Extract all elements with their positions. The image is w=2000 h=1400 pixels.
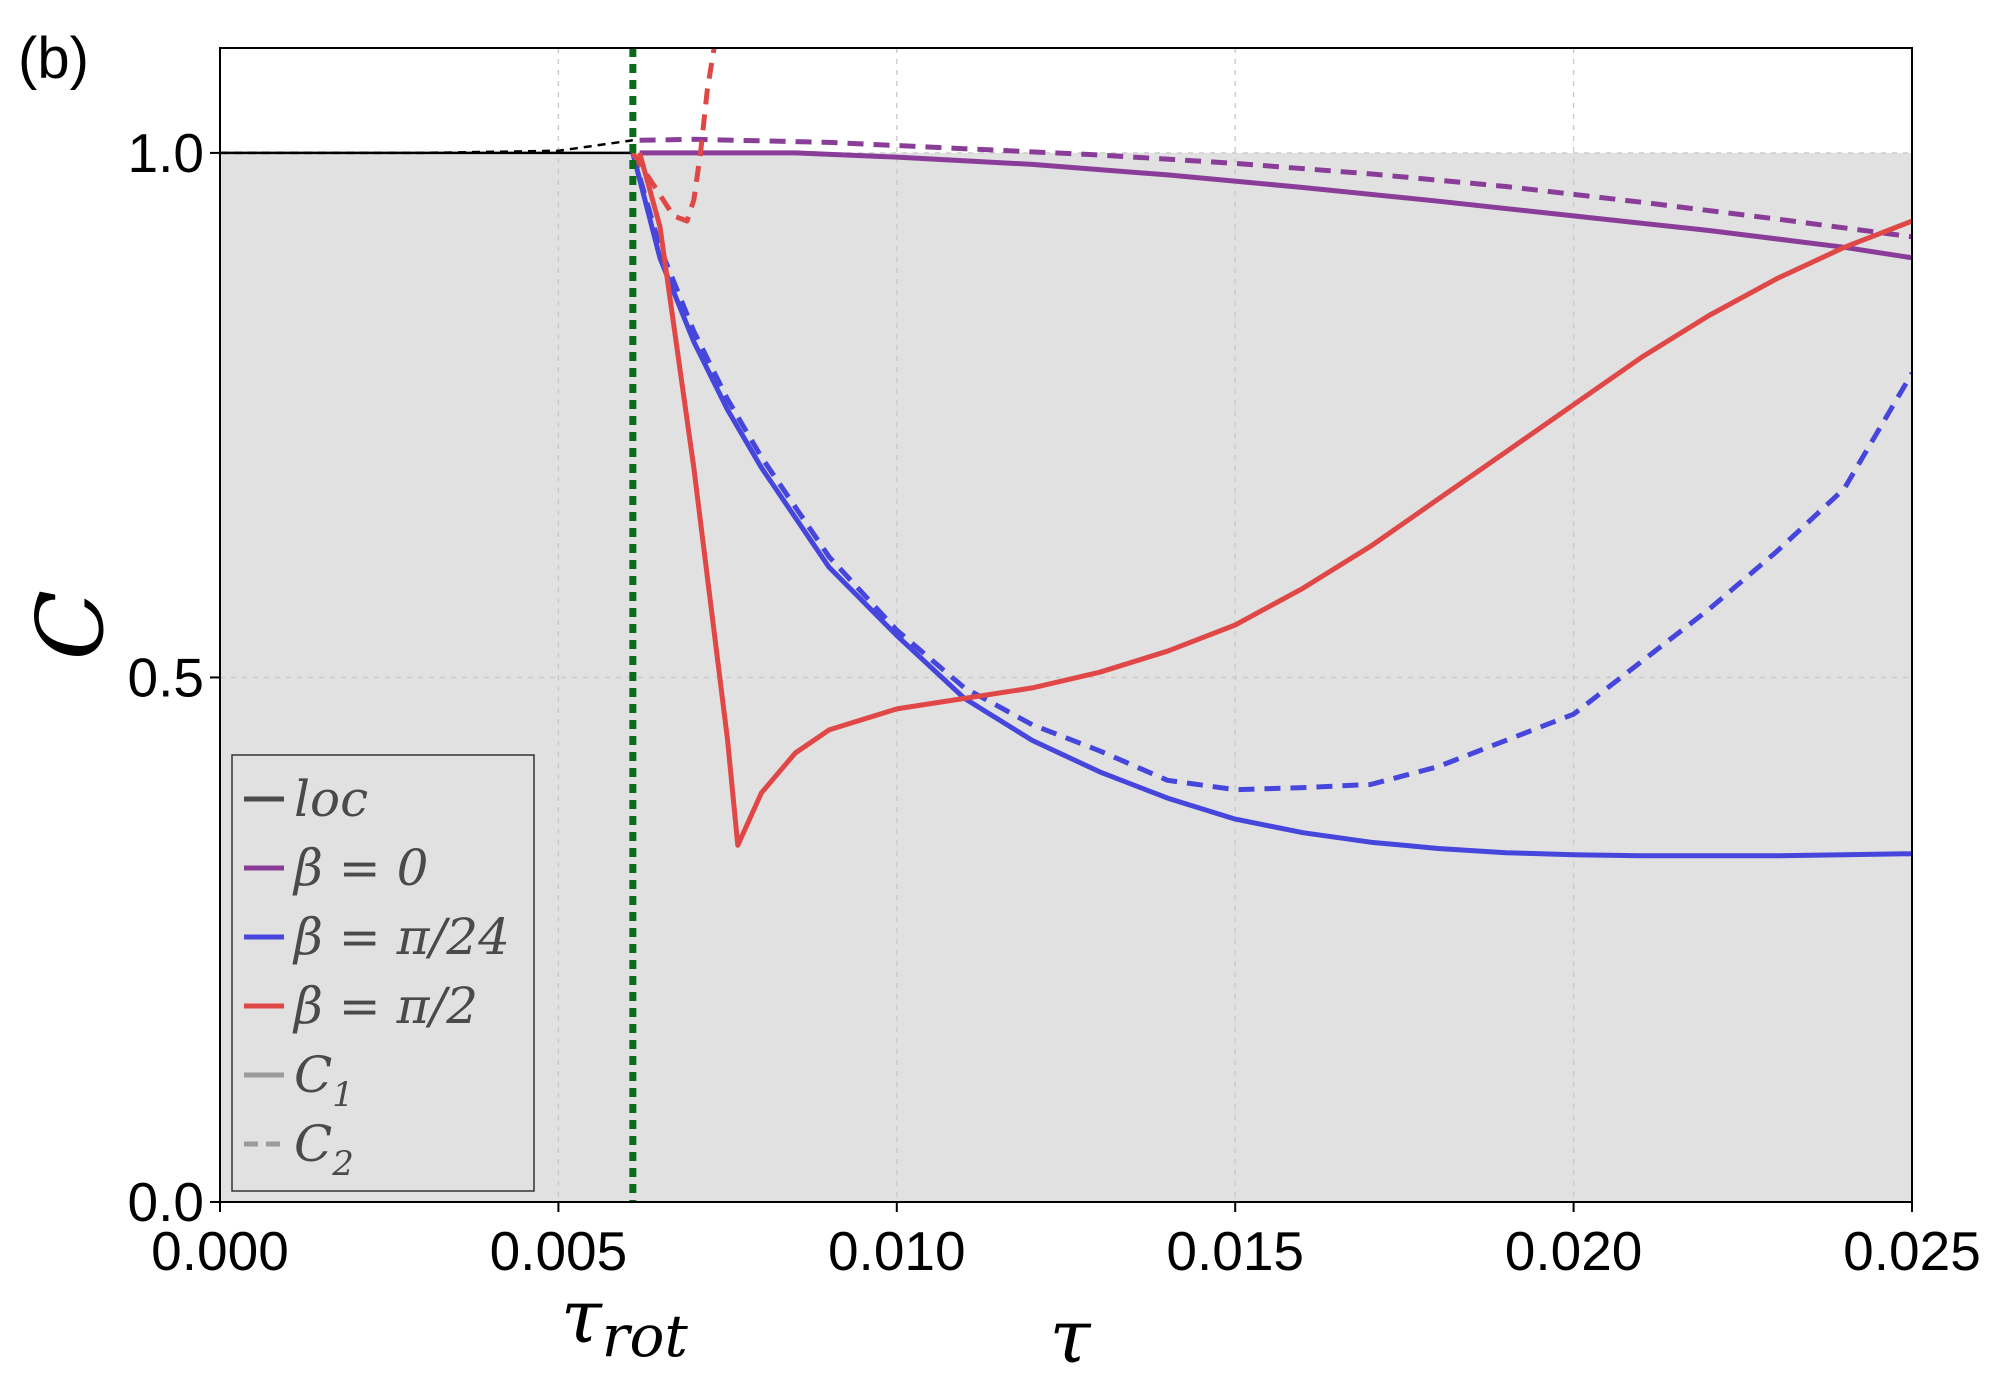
y-tick-label: 0.0 <box>128 1171 204 1233</box>
y-axis-label: C <box>17 590 124 660</box>
legend-label: C1 <box>294 1046 354 1115</box>
series-line <box>630 152 1912 859</box>
legend-label-base: C <box>294 1115 332 1173</box>
y-tick-label: 1.0 <box>128 122 204 184</box>
legend-label-sub: 2 <box>331 1144 354 1184</box>
plot-lines <box>220 48 1912 859</box>
tau-rot-label-sub: rot <box>602 1302 689 1370</box>
tau-rot-label-base: τ <box>561 1274 603 1360</box>
tau-rot-label: τrot <box>561 1274 689 1370</box>
legend-label: C2 <box>294 1115 354 1184</box>
legend-label: β = 0 <box>292 839 428 897</box>
series-line <box>639 150 1912 261</box>
legend-label: β = π/24 <box>292 908 510 966</box>
panel-label: (b) <box>18 26 89 91</box>
x-tick-label: 0.000 <box>151 1220 289 1282</box>
x-tick-label: 0.020 <box>1505 1220 1643 1282</box>
axis-ticks: 0.000 0.005 0.010 0.015 0.020 0.025 0.0 0.5 1.0 <box>128 122 1981 1282</box>
x-tick-label: 0.005 <box>490 1220 628 1282</box>
x-tick-label: 0.025 <box>1843 1220 1981 1282</box>
legend-label: loc <box>294 770 368 828</box>
x-tick-label: 0.015 <box>1166 1220 1304 1282</box>
x-tick-label: 0.010 <box>828 1220 966 1282</box>
legend-label: β = π/2 <box>292 977 478 1035</box>
legend-label-sub: 1 <box>332 1075 354 1115</box>
series-line <box>220 139 633 155</box>
legend-box <box>231 754 535 1192</box>
y-tick-label: 0.5 <box>128 646 204 708</box>
series-line <box>639 136 1912 240</box>
plot-frame <box>219 47 1913 1203</box>
series-line <box>637 152 1912 848</box>
series-line <box>630 48 717 224</box>
series-line <box>630 152 1912 793</box>
legend-label-base: C <box>294 1046 332 1104</box>
x-axis-label: τ <box>1050 1294 1092 1380</box>
